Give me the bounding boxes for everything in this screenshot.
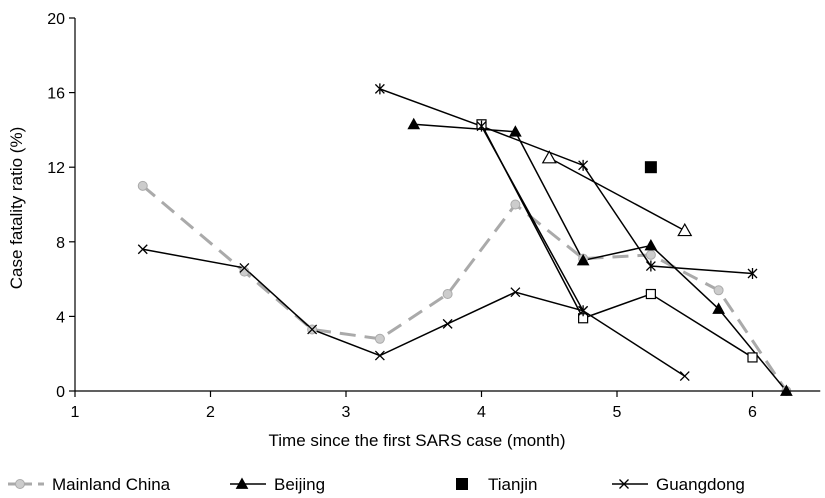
- legend-label: Guangdong: [656, 475, 745, 494]
- legend-item: Beijing: [230, 475, 325, 494]
- x-tick-label: 3: [342, 404, 351, 421]
- legend-label: Mainland China: [52, 475, 171, 494]
- y-tick-label: 16: [47, 86, 65, 103]
- series-beijing-1: [413, 123, 787, 392]
- data-point: [541, 150, 557, 164]
- data-point: [476, 120, 487, 132]
- series-line: [379, 88, 753, 275]
- y-tick-label: 20: [47, 11, 65, 28]
- data-point: [645, 288, 656, 300]
- data-point: [374, 83, 385, 95]
- markers-star-6: [374, 83, 758, 317]
- series-line: [480, 125, 584, 312]
- data-point: [677, 222, 693, 237]
- data-point: [644, 239, 658, 251]
- legend-marker: [15, 479, 25, 489]
- data-point: [137, 180, 148, 191]
- series-line: [142, 248, 686, 377]
- data-point: [442, 318, 453, 329]
- data-point: [645, 249, 656, 260]
- series-open-triangle-2: [548, 157, 686, 232]
- series-line: [141, 184, 788, 392]
- legend-marker: [456, 478, 468, 490]
- legend-label: Beijing: [274, 475, 325, 494]
- x-tick-label: 1: [71, 404, 80, 421]
- markers-guangdong-5: [137, 244, 690, 382]
- data-point: [747, 352, 758, 363]
- x-tick-label: 5: [613, 404, 622, 421]
- series-line: [548, 157, 686, 232]
- x-tick-label: 6: [748, 404, 757, 421]
- series-guangdong-5: [142, 248, 686, 377]
- data-point: [679, 371, 690, 382]
- data-point: [307, 324, 318, 335]
- data-point: [510, 287, 521, 298]
- y-tick-label: 8: [56, 235, 65, 252]
- y-tick-label: 12: [47, 160, 65, 177]
- data-point: [407, 117, 421, 130]
- y-tick-label: 4: [56, 309, 65, 326]
- data-point: [712, 302, 725, 314]
- data-point: [713, 285, 724, 296]
- markers-mainland-china-0: [137, 180, 792, 396]
- legend-label: Tianjin: [488, 475, 537, 494]
- markers-open-triangle-2: [541, 150, 693, 237]
- data-point: [374, 350, 385, 361]
- data-point: [374, 333, 385, 344]
- plot-area: [137, 83, 793, 396]
- y-tick-label: 0: [56, 384, 65, 401]
- legend-item: Tianjin: [456, 475, 537, 494]
- markers-tianjin-4: [644, 161, 657, 174]
- data-point: [509, 125, 522, 137]
- data-point: [578, 159, 589, 171]
- markers-open-square-3: [476, 119, 758, 363]
- series-mainland-china-0: [141, 184, 788, 392]
- data-point: [510, 199, 521, 210]
- data-point: [442, 289, 453, 300]
- x-tick-label: 2: [206, 404, 215, 421]
- legend-marker: [619, 479, 629, 489]
- series-line: [413, 123, 787, 392]
- legend-item: Mainland China: [8, 475, 171, 494]
- legend-marker: [235, 477, 249, 489]
- legend-item: Guangdong: [612, 475, 745, 494]
- series-open-square-3: [480, 123, 753, 359]
- data-point: [747, 268, 758, 280]
- data-point: [137, 244, 148, 255]
- x-axis-title: Time since the first SARS case (month): [269, 431, 566, 450]
- data-point: [644, 161, 657, 174]
- data-point: [578, 305, 589, 317]
- y-axis-title: Case fatality ratio (%): [7, 127, 26, 290]
- legend: Mainland China Beijing Tianjin Guangdong: [8, 475, 745, 494]
- series-line: [480, 123, 753, 359]
- data-point: [645, 260, 656, 272]
- x-tick-label: 4: [477, 404, 486, 421]
- data-point: [576, 253, 590, 266]
- data-point: [239, 262, 250, 273]
